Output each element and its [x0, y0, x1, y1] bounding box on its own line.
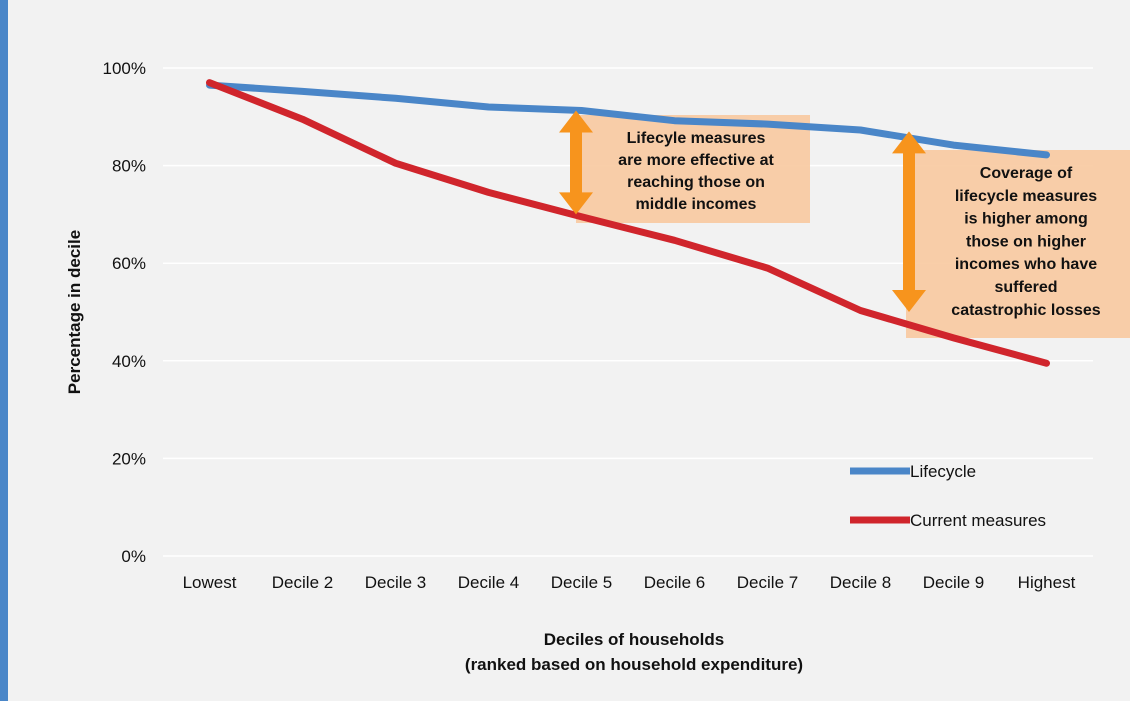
- x-tick-label: Highest: [1018, 573, 1076, 592]
- y-tick-label: 0%: [121, 547, 146, 566]
- annotation-arrows: [559, 110, 926, 312]
- line-chart: Lifecyle measures are more effective at re…: [65, 59, 1130, 674]
- x-tick-labels: Lowest Decile 2 Decile 3 Decile 4 Decile 5 De…: [183, 573, 1076, 592]
- y-tick-label: 40%: [112, 352, 146, 371]
- x-axis-title-line2: (ranked based on household expenditure): [465, 655, 803, 674]
- y-axis-title: Percentage in decile: [65, 230, 84, 394]
- annotation-texts: Lifecyle measures are more effective at re…: [618, 130, 1101, 319]
- y-tick-label: 100%: [103, 59, 146, 78]
- annotation-line: are more effective at: [618, 152, 774, 169]
- y-tick-label: 20%: [112, 449, 146, 468]
- double-arrow-icon: [892, 131, 926, 312]
- annotation-line: incomes who have: [955, 256, 1097, 273]
- x-axis-title-line1: Deciles of households: [544, 630, 724, 649]
- y-tick-labels: 0% 20% 40% 60% 80% 100%: [103, 59, 146, 566]
- legend-label: Lifecycle: [910, 462, 976, 481]
- annotation-box: [576, 115, 810, 223]
- annotation-line: reaching those on: [627, 174, 765, 191]
- x-tick-label: Decile 5: [551, 573, 612, 592]
- annotation-line: lifecycle measures: [955, 188, 1097, 205]
- x-tick-label: Decile 8: [830, 573, 891, 592]
- annotation-boxes: [576, 115, 1130, 338]
- annotation-line: Coverage of: [980, 165, 1073, 182]
- x-tick-label: Lowest: [183, 573, 237, 592]
- x-tick-label: Decile 2: [272, 573, 333, 592]
- legend: Lifecycle Current measures: [850, 462, 1046, 530]
- x-tick-label: Decile 7: [737, 573, 798, 592]
- annotation-line: middle incomes: [636, 196, 757, 213]
- annotation-line: suffered: [994, 279, 1057, 296]
- y-tick-label: 60%: [112, 254, 146, 273]
- series-line-current-measures: [206, 79, 1050, 367]
- double-arrow-icon: [559, 110, 593, 215]
- annotation-line: Lifecyle measures: [627, 130, 766, 147]
- x-tick-label: Decile 9: [923, 573, 984, 592]
- y-tick-label: 80%: [112, 157, 146, 176]
- x-tick-label: Decile 6: [644, 573, 705, 592]
- legend-label: Current measures: [910, 511, 1046, 530]
- annotation-box: [906, 150, 1130, 338]
- x-tick-label: Decile 3: [365, 573, 426, 592]
- annotation-line: catastrophic losses: [951, 302, 1101, 319]
- annotation-line: those on higher: [966, 233, 1086, 250]
- annotation-line: is higher among: [964, 211, 1088, 228]
- x-tick-label: Decile 4: [458, 573, 519, 592]
